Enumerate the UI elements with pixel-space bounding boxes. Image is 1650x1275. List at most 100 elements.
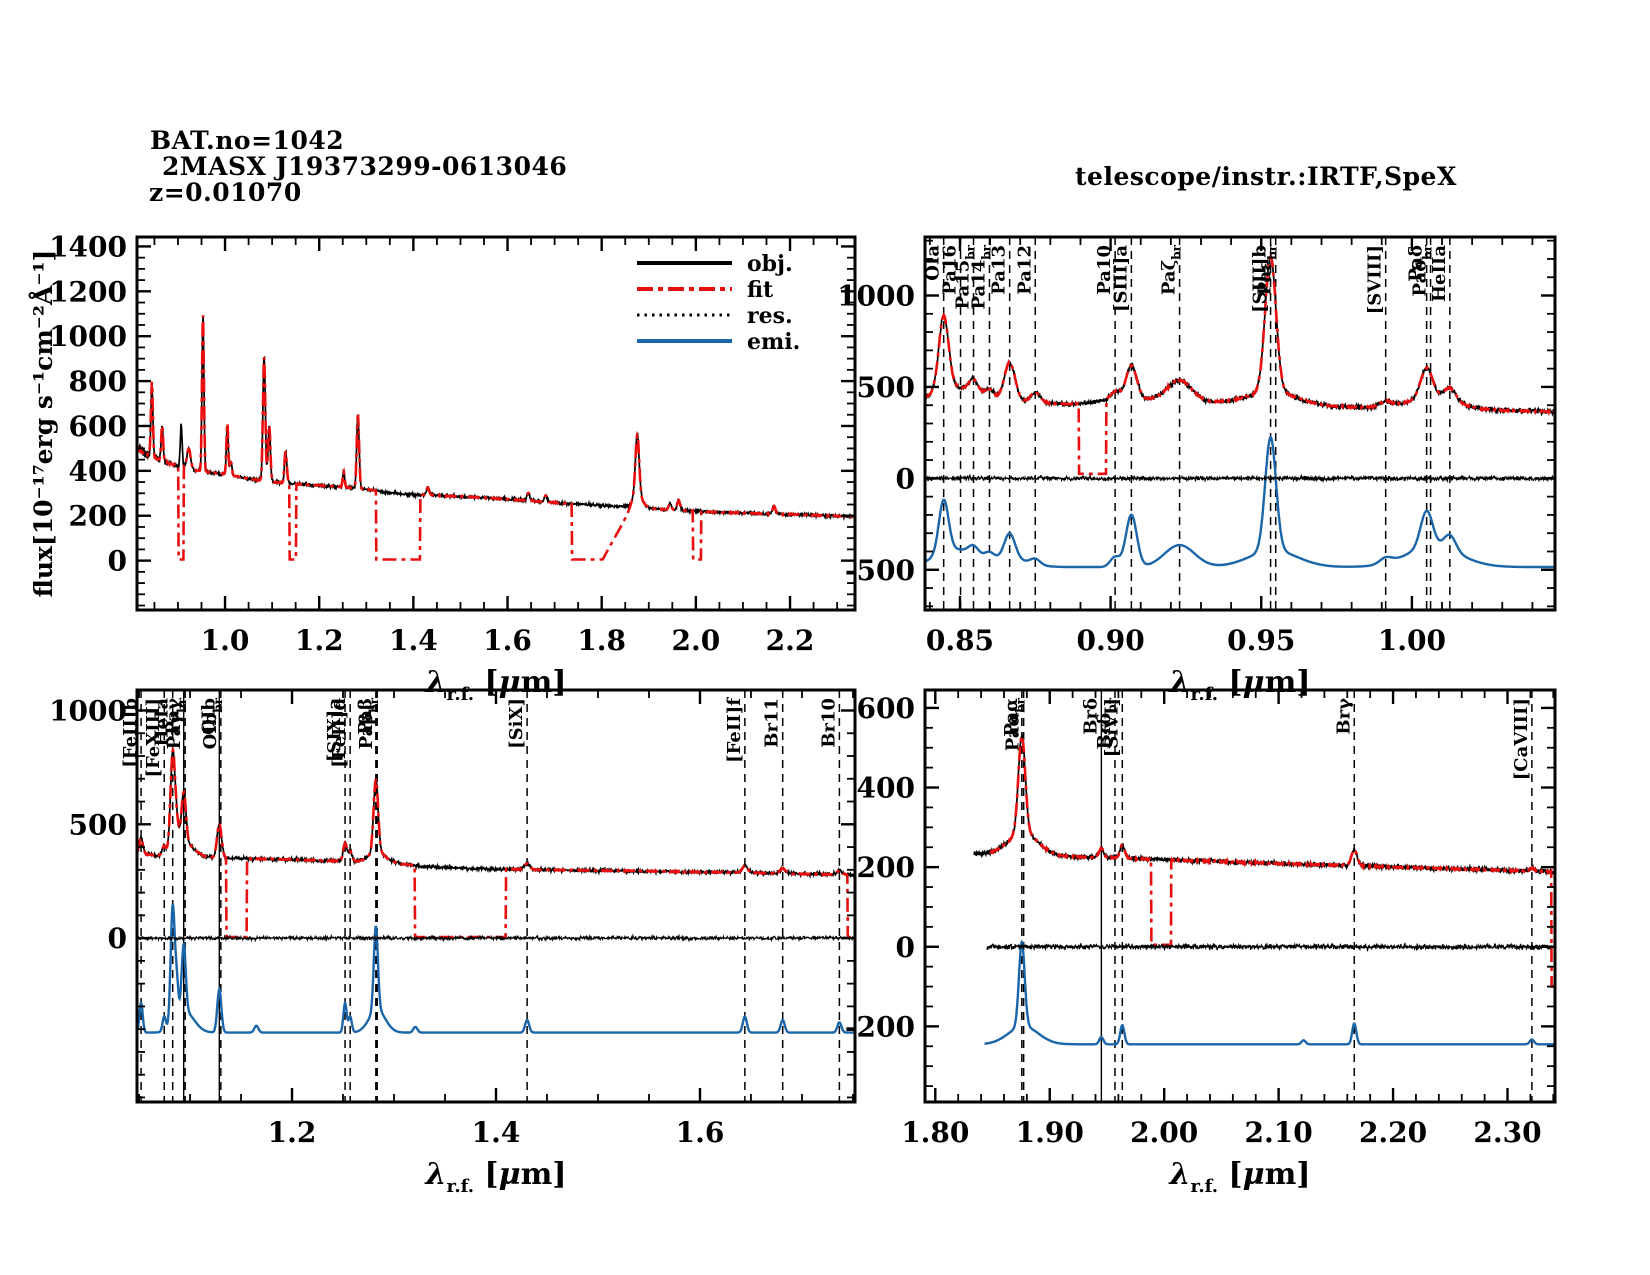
x-tick-label: 1.6 [483, 624, 532, 657]
x-tick-label: 1.90 [1016, 1116, 1084, 1149]
panel-overview: 1.0 1.2 1.4 1.6 1.8 2.0 2.2 0 200 400 600 800 1000 12… [29, 230, 857, 705]
line-label: [SIII]a [1110, 245, 1131, 312]
y-tick-label: 800 [69, 365, 127, 398]
bat-number-label: BAT.no=1042 [150, 126, 345, 155]
line-label: [FeII]f [724, 697, 745, 763]
y-tick-label: 0 [108, 922, 127, 955]
line-label: Paγ [163, 698, 184, 735]
line-label: [SIX]a [324, 698, 345, 762]
x-tick-label: 2.20 [1359, 1116, 1427, 1149]
x-tick-label: 1.2 [295, 624, 344, 657]
line-label: Paα [1001, 698, 1022, 737]
y-tick-label: 1000 [49, 694, 127, 727]
fit-model-curve [137, 745, 855, 939]
x-tick-label: 1.2 [268, 1116, 317, 1149]
line-label: HeIa [152, 698, 173, 747]
x-tick-label: 1.0 [201, 624, 250, 657]
x-tick-label: 1.6 [676, 1116, 725, 1149]
x-tick-label: 1.4 [472, 1116, 521, 1149]
line-label: Pa14br [968, 244, 993, 309]
residual-curve [925, 473, 1555, 484]
panel-zoom-blue: 0.85 0.90 0.95 1.00 -500 0 500 1000 OIaPa16Pa15b… [837, 235, 1557, 705]
x-tick-label: 2.2 [766, 624, 815, 657]
panel-zoom-K: 1.80 1.90 2.00 2.10 2.20 2.30 -200 0 200 400 600 Pa… [845, 688, 1557, 1197]
y-tick-label: 400 [69, 455, 127, 488]
panel-plot-area [925, 237, 1555, 610]
y-tick-label: 1400 [49, 230, 127, 263]
x-tick-label: 1.80 [901, 1116, 969, 1149]
line-label: Brγ [1333, 698, 1354, 735]
line-label: Pa15br [953, 244, 978, 309]
x-tick-label: 0.90 [1076, 624, 1144, 657]
x-axis-label: λr.f. [μm] [423, 1157, 566, 1197]
y-tick-label: 1000 [49, 320, 127, 353]
legend-label: res. [747, 303, 793, 329]
telescope-label: telescope/instr.:IRTF,SpeX [1075, 162, 1457, 191]
line-label: Pa12 [1014, 245, 1035, 295]
line-label: [CaVIII] [1511, 698, 1532, 780]
line-label: [SVIII] [1365, 245, 1386, 314]
x-tick-label: 2.10 [1245, 1116, 1313, 1149]
line-label: [FeXIII] [143, 698, 164, 778]
y-tick-label: 0 [896, 462, 915, 495]
line-label: Br10 [818, 698, 839, 748]
line-label: Br11 [762, 698, 783, 748]
line-label: Paζbr [1159, 244, 1184, 295]
fit-model-curve [989, 734, 1555, 988]
emission-model-curve [925, 435, 1555, 569]
line-label: Paγbr [164, 697, 189, 749]
x-tick-label: 2.00 [1130, 1116, 1198, 1149]
line-label: Paδ [1406, 245, 1427, 282]
line-label: Paδbr [1410, 244, 1435, 296]
axes-frame [135, 235, 857, 612]
line-label: HeIIa [1429, 245, 1450, 302]
line-label: [SIII]b [1250, 245, 1271, 313]
fit-model-curve [925, 254, 1555, 476]
y-tick-label: 1000 [837, 280, 915, 313]
y-tick-label: 0 [108, 545, 127, 578]
y-tick-label: 600 [69, 410, 127, 443]
line-label: OIbbr [200, 697, 225, 749]
line-label: Brδbr [1094, 697, 1119, 749]
axes-frame [923, 688, 1557, 1104]
panel-plot-area [137, 315, 855, 561]
line-label: OIa [923, 245, 944, 281]
line-label: Pa13 [989, 245, 1010, 295]
object-name-label: 2MASX J19373299-0613046 [162, 152, 568, 181]
legend-label: emi. [747, 329, 800, 355]
x-tick-label: 1.8 [577, 624, 626, 657]
line-label: [SiX] [506, 698, 527, 749]
x-axis-label: λr.f. [μm] [1167, 1157, 1310, 1197]
axes-frame [135, 688, 857, 1104]
object-spectrum-curve [973, 733, 1555, 877]
object-spectrum-curve [137, 747, 855, 880]
y-axis-label: flux[10⁻¹⁷erg s⁻¹cm⁻²Å⁻¹] [29, 250, 58, 598]
line-label: [FeII]d [329, 698, 350, 768]
line-label: Pa10 [1094, 245, 1115, 295]
y-tick-label: 200 [69, 500, 127, 533]
line-label: Brδ [1080, 698, 1101, 735]
residual-curve [137, 933, 855, 943]
legend-label: fit [747, 277, 774, 303]
x-tick-label: 1.4 [389, 624, 438, 657]
x-tick-label: 0.85 [926, 624, 994, 657]
line-label: OIb [198, 698, 219, 735]
redshift-label: z=0.01070 [149, 178, 302, 207]
residual-curve [986, 942, 1553, 953]
y-tick-label: 200 [857, 851, 915, 884]
panel-plot-area [973, 690, 1555, 1102]
y-tick-label: 0 [896, 931, 915, 964]
y-tick-label: -500 [845, 554, 915, 587]
emission-model-curve [137, 904, 855, 1034]
y-tick-label: 600 [857, 692, 915, 725]
line-label: Paεbr [1255, 244, 1280, 295]
x-axis-label: λr.f. [μm] [1167, 665, 1310, 705]
y-tick-label: 500 [857, 371, 915, 404]
line-label: Paβ [355, 698, 376, 735]
line-label: [FeII]b [120, 698, 141, 768]
line-label: [SiVI] [1101, 698, 1122, 757]
